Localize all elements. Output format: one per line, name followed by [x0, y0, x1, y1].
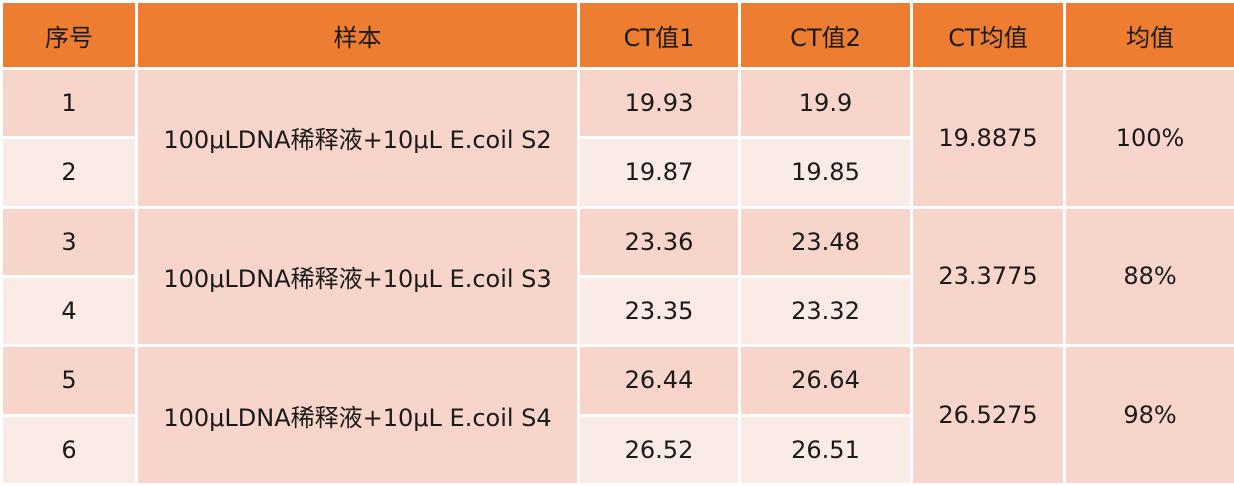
header-cell: 均值: [1063, 0, 1234, 70]
ct1-cell: 19.93: [577, 66, 741, 140]
table-row: 6 26.52 26.51: [0, 413, 1234, 486]
header-cell: 样本: [135, 0, 580, 70]
mean-cell: 100%: [1063, 67, 1234, 209]
ct1-cell: 26.52: [577, 413, 741, 486]
mean-cell: 98%: [1063, 344, 1234, 486]
mean-cell: 88%: [1063, 205, 1234, 348]
ct2-cell: 26.51: [738, 413, 913, 486]
ct2-cell: 19.9: [738, 66, 913, 140]
table-row: 2 19.87 19.85: [0, 136, 1234, 209]
sample-cell: 100μLDNA稀释液+10μL E.coil S4: [135, 344, 580, 486]
ct2-cell: 23.32: [738, 274, 913, 348]
ct-mean-cell: 26.5275: [910, 344, 1066, 486]
header-cell: CT均值: [910, 0, 1066, 70]
index-cell: 1: [0, 66, 138, 140]
header-row: 序号 样本 CT值1 CT值2 CT均值 均值: [0, 0, 1234, 70]
index-cell: 2: [0, 136, 138, 209]
ct1-cell: 19.87: [577, 136, 741, 209]
ct2-cell: 26.64: [738, 344, 913, 417]
table-body: 1 100μLDNA稀释液+10μL E.coil S2 19.93 19.9 19.8…: [0, 66, 1234, 486]
sample-cell: 100μLDNA稀释液+10μL E.coil S2: [135, 67, 580, 209]
ct1-cell: 23.35: [577, 274, 741, 348]
header-cell: CT值2: [738, 0, 913, 70]
sample-cell: 100μLDNA稀释液+10μL E.coil S3: [135, 205, 580, 348]
ct2-cell: 19.85: [738, 136, 913, 209]
table-row: 3 100μLDNA稀释液+10μL E.coil S3 23.36 23.48 23.…: [0, 205, 1234, 348]
ct1-cell: 26.44: [577, 344, 741, 417]
index-cell: 6: [0, 413, 138, 486]
ct-mean-cell: 19.8875: [910, 67, 1066, 209]
ct-mean-cell: 23.3775: [910, 205, 1066, 348]
table-row: 1 100μLDNA稀释液+10μL E.coil S2 19.93 19.9 19.8…: [0, 66, 1234, 209]
ct1-cell: 23.36: [577, 205, 741, 278]
ct2-cell: 23.48: [738, 205, 913, 278]
index-cell: 5: [0, 344, 138, 417]
index-cell: 4: [0, 274, 138, 348]
header-cell: CT值1: [577, 0, 741, 70]
table-row: 4 23.35 23.32: [0, 274, 1234, 348]
index-cell: 3: [0, 205, 138, 278]
table-row: 5 100μLDNA稀释液+10μL E.coil S4 26.44 26.64 26.…: [0, 344, 1234, 486]
header-cell: 序号: [0, 0, 138, 70]
